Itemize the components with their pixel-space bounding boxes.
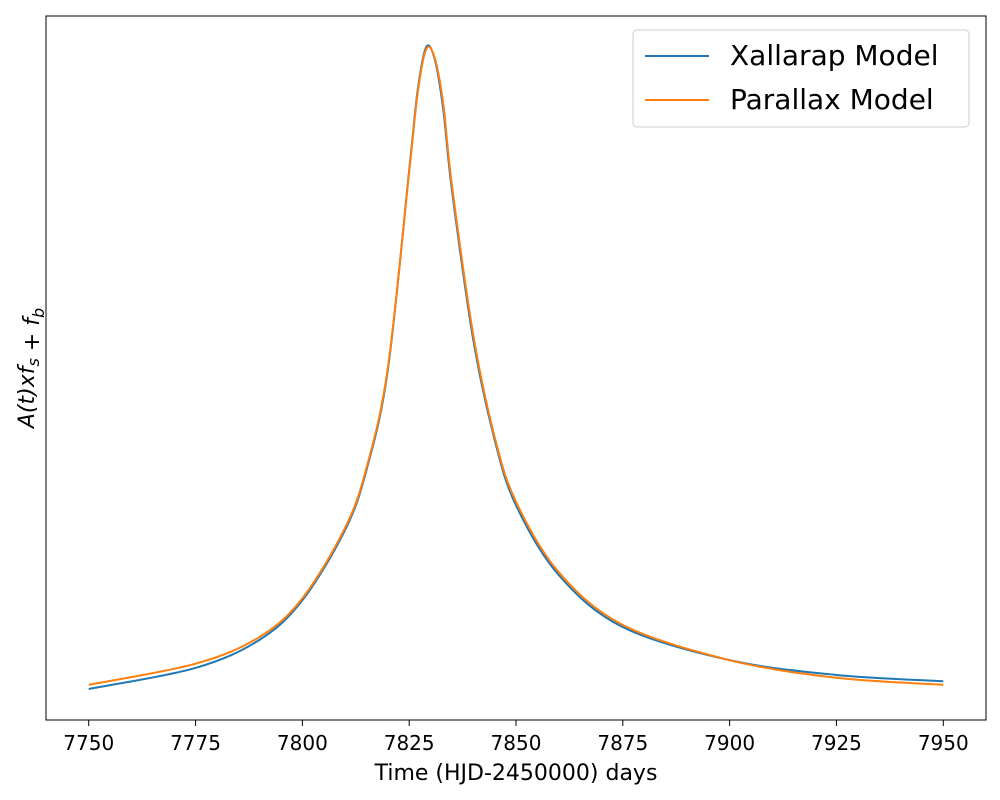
x-tick-label: 7800 (277, 731, 328, 755)
x-tick-label: 7900 (704, 731, 755, 755)
x-tick-label: 7825 (384, 731, 435, 755)
y-axis-label: A(t)xfs + fb (15, 308, 48, 430)
x-tick-label: 7850 (491, 731, 542, 755)
legend-label: Xallarap Model (730, 39, 938, 72)
legend-label: Parallax Model (730, 83, 934, 116)
x-tick-label: 7950 (918, 731, 969, 755)
x-tick-label: 7750 (63, 731, 114, 755)
x-axis-label: Time (HJD-2450000) days (374, 761, 658, 786)
x-tick-label: 7925 (811, 731, 862, 755)
data-line (88, 45, 944, 686)
data-line (88, 44, 944, 691)
x-tick-label: 7875 (597, 731, 648, 755)
legend: Xallarap Model Parallax Model (632, 29, 970, 128)
legend-box (632, 29, 970, 128)
x-tick-label: 7775 (170, 731, 221, 755)
